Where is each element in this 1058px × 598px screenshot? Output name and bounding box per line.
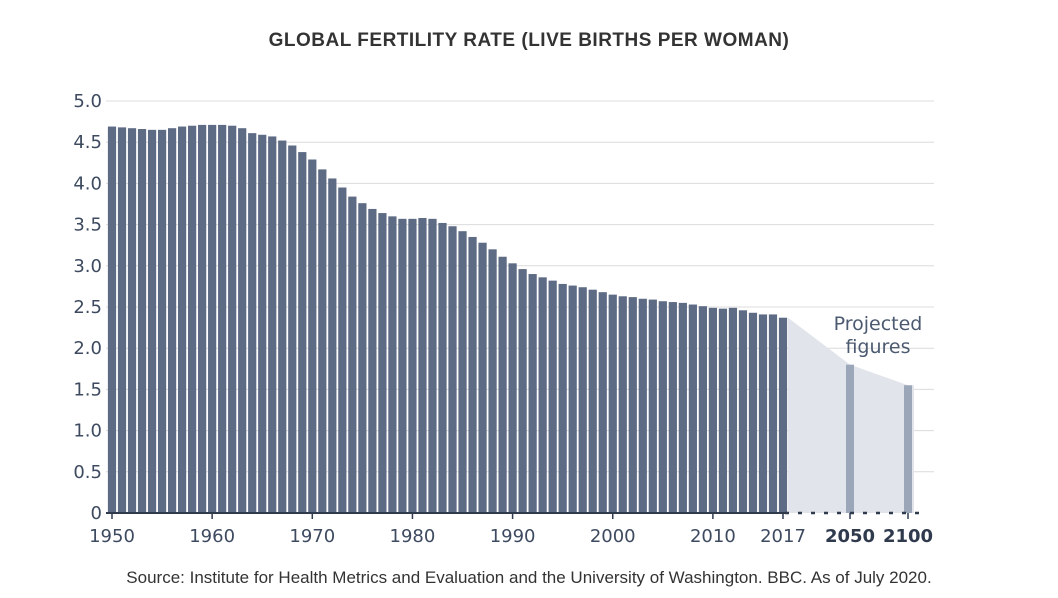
bar-1955 [157, 129, 167, 513]
y-tick-label: 3.5 [73, 215, 102, 236]
bar-1987 [478, 242, 487, 513]
x-tick-label: 2000 [590, 526, 636, 547]
bar-2014 [748, 312, 758, 513]
bar-2016 [768, 314, 778, 513]
bar-1957 [177, 126, 187, 513]
projected-x-tick-label: 2100 [883, 526, 933, 547]
projected-bar-2100 [904, 385, 912, 513]
bar-1956 [167, 128, 177, 513]
bar-1977 [378, 213, 387, 513]
bar-1994 [548, 280, 557, 513]
x-tick-label: 1970 [289, 526, 335, 547]
bar-1963 [238, 128, 247, 513]
bar-1966 [268, 136, 277, 513]
y-tick-label: 0 [91, 503, 102, 524]
bar-1953 [137, 129, 147, 514]
bar-1998 [588, 289, 597, 513]
x-tick-label: 2017 [760, 526, 806, 547]
bar-2000 [608, 294, 617, 513]
bar-1983 [438, 222, 447, 513]
projected-label-line-2: figures [845, 336, 910, 358]
bar-2013 [738, 310, 748, 513]
bar-1991 [518, 269, 527, 513]
bar-1981 [418, 218, 427, 513]
bar-1997 [578, 287, 587, 513]
bar-1973 [338, 187, 347, 513]
bar-2017 [778, 317, 788, 513]
y-axis-labels: 0 0.5 1.0 1.5 2.0 2.5 3.0 3.5 4.0 4.5 5.0 [73, 91, 102, 524]
bars [107, 124, 912, 514]
bar-1989 [498, 256, 507, 513]
projected-x-tick-label: 2050 [825, 526, 875, 547]
y-tick-label: 0.5 [73, 462, 102, 483]
bar-1950 [107, 126, 117, 513]
bar-1974 [348, 196, 357, 514]
bar-1978 [388, 216, 397, 514]
bar-2004 [648, 299, 657, 513]
y-tick-label: 2.0 [73, 338, 102, 359]
bar-2001 [618, 296, 627, 513]
bar-1971 [318, 169, 327, 513]
bar-2008 [688, 304, 697, 513]
x-axis-labels: 1950 1960 1970 1980 1990 2000 2010 2017 2050 2100 [89, 513, 933, 547]
bar-1970 [308, 159, 317, 513]
bar-2003 [638, 298, 647, 513]
source-note: Source: Institute for Health Metrics and… [126, 568, 932, 587]
projected-label-line-1: Projected [834, 313, 923, 335]
x-tick-label: 1980 [390, 526, 436, 547]
x-tick-label: 1950 [89, 526, 135, 547]
x-tick-label: 2010 [690, 526, 736, 547]
bar-1984 [448, 226, 457, 514]
bar-1975 [358, 203, 367, 513]
bar-1976 [368, 208, 377, 513]
bar-1960 [208, 124, 217, 514]
bar-1952 [127, 128, 137, 513]
bar-2006 [668, 302, 677, 513]
bar-1986 [468, 236, 477, 513]
bar-1964 [248, 133, 257, 514]
projected-bar-2050 [846, 364, 854, 513]
bar-1993 [538, 277, 547, 513]
y-tick-label: 3.0 [73, 256, 102, 277]
bar-1968 [288, 145, 297, 513]
bar-1995 [558, 283, 567, 513]
bar-2002 [628, 297, 637, 513]
bar-1958 [188, 125, 197, 513]
bar-1985 [458, 231, 467, 513]
y-tick-label: 1.5 [73, 379, 102, 400]
bar-1951 [117, 127, 127, 514]
y-tick-label: 1.0 [73, 421, 102, 442]
bar-1972 [328, 178, 337, 513]
bar-2010 [708, 307, 718, 513]
bar-1969 [298, 152, 307, 513]
bar-1988 [488, 249, 497, 513]
y-tick-label: 4.5 [73, 132, 102, 153]
x-tick-label: 1990 [490, 526, 536, 547]
bar-1980 [408, 218, 417, 513]
bar-1967 [278, 140, 287, 513]
bar-1999 [598, 292, 607, 513]
y-tick-label: 4.0 [73, 173, 102, 194]
bar-1962 [228, 125, 237, 513]
y-tick-label: 5.0 [73, 91, 102, 112]
bar-1992 [528, 274, 537, 513]
bar-2015 [758, 314, 768, 513]
bar-1961 [218, 124, 227, 514]
bar-1979 [398, 218, 407, 513]
bar-2005 [658, 301, 667, 513]
bar-1990 [508, 263, 517, 513]
bar-1965 [258, 134, 267, 513]
bar-2007 [678, 302, 687, 513]
bar-1959 [198, 124, 207, 514]
bar-2012 [728, 307, 738, 513]
bar-2011 [718, 308, 728, 513]
bar-1954 [147, 129, 157, 513]
y-tick-label: 2.5 [73, 297, 102, 318]
bar-1996 [568, 285, 577, 513]
bar-2009 [698, 306, 707, 513]
chart-title: GLOBAL FERTILITY RATE (LIVE BIRTHS PER W… [268, 30, 790, 51]
bar-1982 [428, 218, 437, 513]
x-tick-label: 1960 [189, 526, 235, 547]
